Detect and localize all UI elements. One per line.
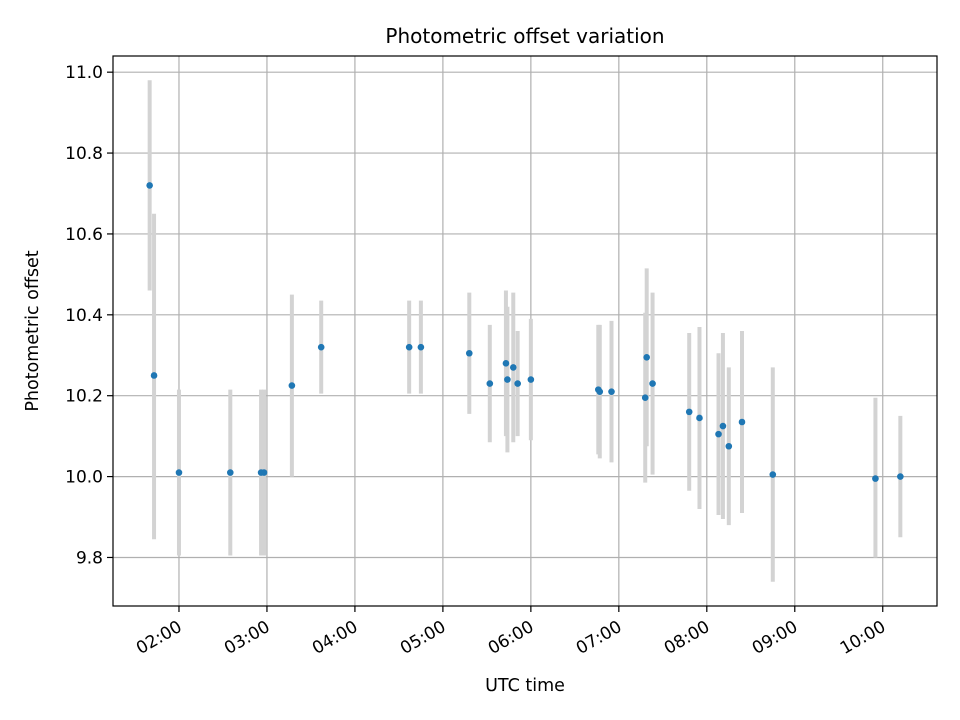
chart-title: Photometric offset variation — [385, 24, 664, 48]
data-point — [897, 473, 904, 480]
data-point — [175, 469, 183, 476]
plot-frame — [112, 55, 938, 607]
data-point — [685, 408, 693, 416]
y-tick-label: 10.8 — [65, 144, 103, 164]
data-point — [649, 380, 656, 387]
data-point — [738, 418, 746, 426]
data-point — [465, 349, 473, 357]
data-point — [719, 422, 727, 430]
data-point — [486, 380, 494, 387]
data-point — [872, 475, 879, 482]
data-point — [288, 382, 296, 389]
y-tick-label: 10.6 — [65, 225, 103, 245]
y-tick-label: 10.2 — [65, 387, 103, 407]
data-point — [509, 364, 517, 371]
data-points — [146, 182, 904, 482]
data-point — [596, 388, 604, 395]
y-tick-label: 10.4 — [65, 306, 103, 326]
data-point — [502, 360, 510, 367]
x-axis-label: UTC time — [485, 676, 565, 696]
data-point — [226, 469, 234, 476]
y-tick-label: 10.0 — [65, 468, 103, 488]
data-point — [146, 182, 153, 189]
data-point — [514, 380, 521, 387]
data-point — [260, 469, 268, 476]
data-point — [504, 376, 511, 383]
grid-lines — [113, 56, 937, 606]
y-axis-label: Photometric offset — [23, 250, 43, 411]
data-point — [696, 414, 703, 422]
data-point — [641, 394, 649, 402]
data-point — [769, 471, 777, 478]
data-point — [725, 442, 733, 450]
data-point — [150, 372, 158, 379]
data-point — [405, 343, 413, 351]
data-point — [608, 388, 615, 395]
data-point — [643, 353, 650, 361]
y-tick-label: 11.0 — [65, 63, 103, 83]
data-point — [715, 430, 722, 438]
y-tick-label: 9.8 — [76, 548, 103, 568]
data-point — [417, 343, 425, 351]
data-point — [527, 376, 535, 383]
data-point — [317, 343, 325, 351]
y-axis-ticks: 9.8 10.0 10.2 10.4 10.6 10.8 11.0 — [65, 63, 113, 568]
